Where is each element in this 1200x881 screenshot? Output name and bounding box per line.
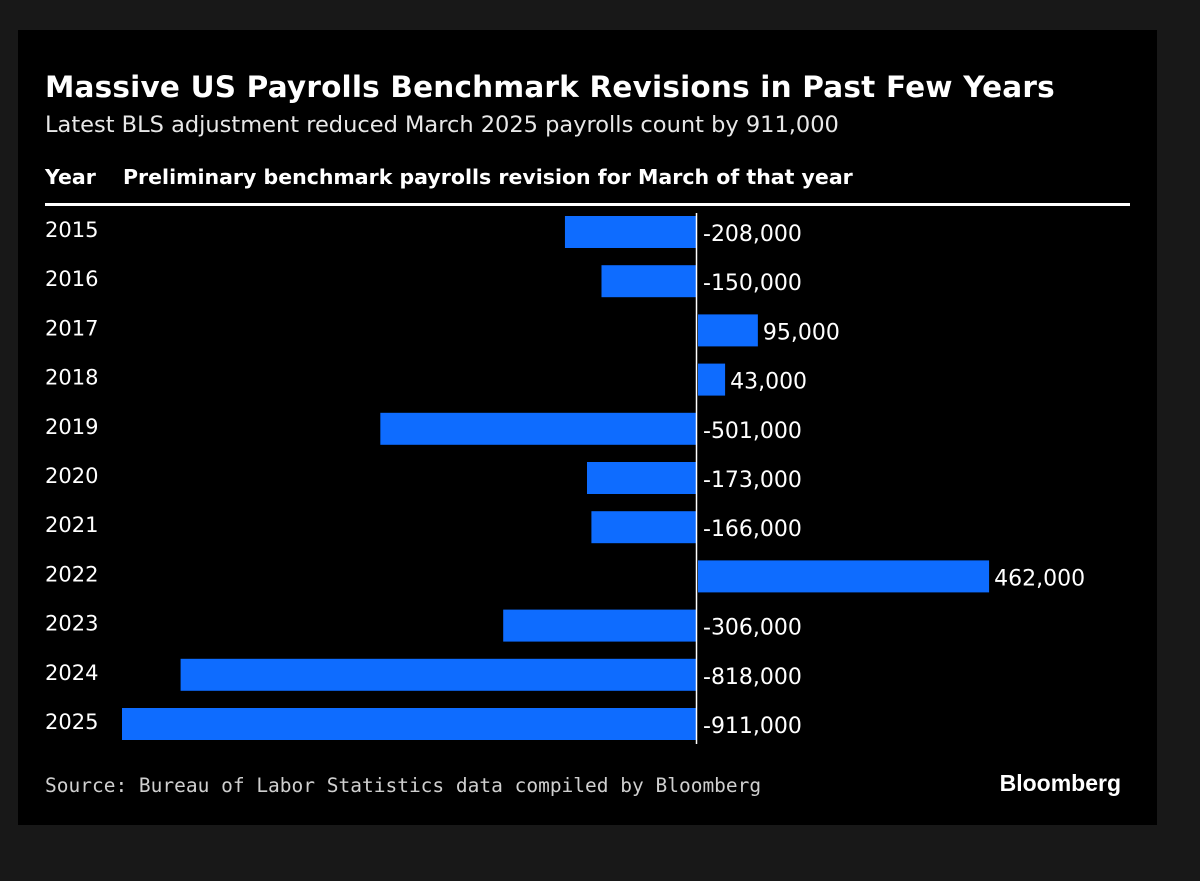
revision-column-header: Preliminary benchmark payrolls revision … <box>123 165 853 189</box>
value-label-2022: 462,000 <box>994 566 1085 591</box>
bar-2025 <box>122 708 696 740</box>
year-label-2022: 2022 <box>45 562 98 586</box>
value-label-2016: -150,000 <box>703 271 802 296</box>
value-label-2021: -166,000 <box>703 517 802 542</box>
source-note: Source: Bureau of Labor Statistics data … <box>45 774 762 797</box>
bar-2016 <box>601 265 696 298</box>
bar-2023 <box>503 609 696 642</box>
bar-2020 <box>586 462 696 494</box>
year-label-2018: 2018 <box>45 366 98 390</box>
value-label-2019: -501,000 <box>703 419 802 444</box>
value-label-2015: -208,000 <box>703 222 802 247</box>
chart-card: Massive US Payrolls Benchmark Revisions … <box>18 30 1157 825</box>
bar-2015 <box>564 216 696 248</box>
year-label-2020: 2020 <box>45 464 98 488</box>
chart-title: Massive US Payrolls Benchmark Revisions … <box>45 70 1055 104</box>
year-label-2023: 2023 <box>45 612 98 636</box>
year-label-2025: 2025 <box>45 710 98 734</box>
bar-2022 <box>698 560 990 593</box>
value-label-2023: -306,000 <box>703 616 802 641</box>
year-label-2019: 2019 <box>45 415 98 439</box>
bar-2019 <box>380 412 696 445</box>
bar-2018 <box>698 363 726 396</box>
bloomberg-logo: Bloomberg <box>999 770 1121 796</box>
value-label-2024: -818,000 <box>703 665 802 690</box>
value-label-2025: -911,000 <box>703 714 802 739</box>
year-label-2016: 2016 <box>45 267 98 291</box>
year-label-2015: 2015 <box>45 218 98 242</box>
value-label-2020: -173,000 <box>703 468 802 493</box>
year-label-2024: 2024 <box>45 661 98 685</box>
value-label-2017: 95,000 <box>763 320 840 345</box>
bar-2017 <box>698 314 758 347</box>
year-label-2021: 2021 <box>45 513 98 537</box>
chart-subtitle: Latest BLS adjustment reduced March 2025… <box>45 112 839 138</box>
header-rule <box>45 203 1130 206</box>
value-label-2018: 43,000 <box>730 370 807 395</box>
bar-2024 <box>180 658 696 691</box>
bar-chart: 2015 -208,000 2016 -150,000 2017 95,000 2018 43… <box>45 213 1085 744</box>
year-label-2017: 2017 <box>45 316 98 340</box>
bar-2021 <box>591 511 696 544</box>
year-column-header: Year <box>45 165 96 189</box>
